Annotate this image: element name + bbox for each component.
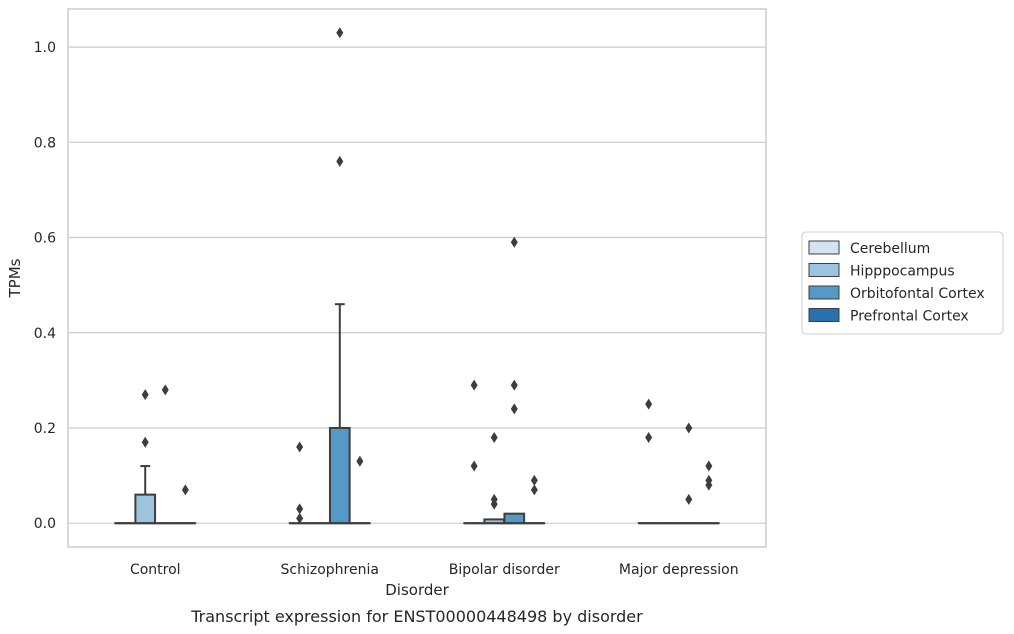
box-0-1 xyxy=(288,441,311,525)
outlier-point xyxy=(336,155,344,167)
y-tick-label: 0.4 xyxy=(34,326,56,342)
outlier-point xyxy=(645,398,653,410)
legend-frame xyxy=(801,231,1004,335)
y-tick-label: 0.6 xyxy=(34,231,56,247)
outlier-point xyxy=(296,441,304,453)
legend-label: Prefrontal Cortex xyxy=(850,309,969,325)
box-body xyxy=(503,512,526,525)
box-body xyxy=(328,426,351,525)
outlier-point xyxy=(645,431,653,443)
outlier-point xyxy=(296,512,304,524)
outlier-point xyxy=(530,474,538,486)
legend-swatch xyxy=(808,308,840,322)
x-tick-label: Major depression xyxy=(619,562,739,578)
outlier-point xyxy=(470,379,478,391)
plot-frame xyxy=(67,8,767,548)
box-body xyxy=(134,493,157,525)
y-axis-label: TPMs xyxy=(6,258,24,298)
outlier-point xyxy=(530,484,538,496)
box-2-1 xyxy=(328,27,351,525)
box-3-0 xyxy=(174,484,197,525)
box-0-3 xyxy=(637,398,660,525)
outlier-point xyxy=(510,403,518,415)
outlier-point xyxy=(141,436,149,448)
outlier-point xyxy=(296,503,304,515)
outlier-point xyxy=(336,27,344,39)
chart-caption: Transcript expression for ENST0000044849… xyxy=(190,607,643,626)
y-tick-label: 1.0 xyxy=(34,40,56,56)
outlier-point xyxy=(490,493,498,505)
outlier-point xyxy=(181,484,189,496)
x-axis-label: Disorder xyxy=(385,581,449,599)
outlier-point xyxy=(161,384,169,396)
outlier-point xyxy=(685,422,693,434)
outlier-point xyxy=(141,389,149,401)
y-tick-label: 0.8 xyxy=(34,135,56,151)
legend-swatch xyxy=(808,285,840,300)
outlier-point xyxy=(490,431,498,443)
box-1-0 xyxy=(134,389,157,525)
outlier-point xyxy=(685,493,693,505)
legend-label: Cerebellum xyxy=(850,241,930,257)
outlier-point xyxy=(705,460,713,472)
outlier-point xyxy=(510,379,518,391)
outlier-point xyxy=(705,474,713,486)
box-2-0 xyxy=(154,384,177,525)
box-plots xyxy=(114,27,720,525)
legend: Cerebellum Hipppocampus Orbitofontal Corte… xyxy=(801,231,1004,335)
y-axis-ticks: 0.0 0.2 0.4 0.6 0.8 1.0 xyxy=(34,40,56,532)
box-2-3 xyxy=(677,422,700,525)
box-3-2 xyxy=(523,474,546,525)
outlier-point xyxy=(470,460,478,472)
grid-lines xyxy=(68,46,766,524)
legend-label: Orbitofontal Cortex xyxy=(850,286,985,302)
x-axis-ticks: Control Schizophrenia Bipolar disorder Majo… xyxy=(130,562,739,578)
legend-label: Hipppocampus xyxy=(850,264,955,280)
box-3-1 xyxy=(349,455,371,525)
box-2-2 xyxy=(503,236,526,525)
x-tick-label: Control xyxy=(130,562,181,578)
y-tick-label: 0.2 xyxy=(34,421,56,437)
box-1-2 xyxy=(483,431,506,525)
outlier-point xyxy=(510,236,518,248)
box-0-2 xyxy=(463,379,485,525)
outlier-point xyxy=(356,455,364,467)
box-3-3 xyxy=(698,460,720,525)
y-tick-label: 0.0 xyxy=(34,516,56,532)
legend-swatch xyxy=(808,263,840,277)
x-tick-label: Schizophrenia xyxy=(281,562,379,578)
legend-swatch xyxy=(808,240,840,255)
x-tick-label: Bipolar disorder xyxy=(449,562,560,578)
